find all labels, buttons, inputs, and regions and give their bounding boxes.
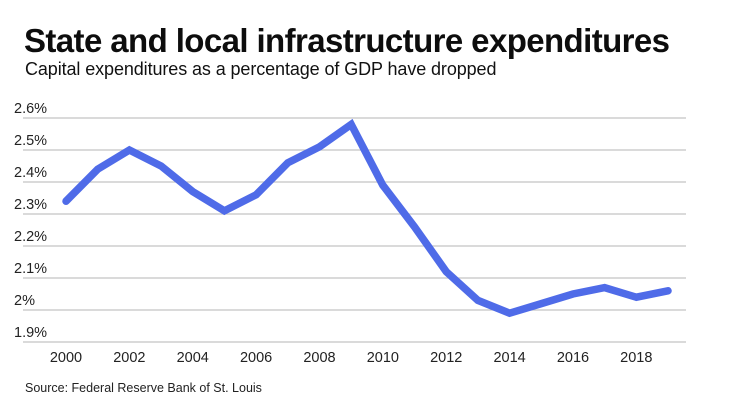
data-point-2011 <box>411 223 418 230</box>
data-point-2001 <box>94 166 101 173</box>
x-tick-label: 2010 <box>367 350 399 366</box>
data-point-2015 <box>538 300 545 307</box>
data-point-2010 <box>379 182 386 189</box>
x-tick-label: 2002 <box>113 350 145 366</box>
y-tick-label: 1.9% <box>14 325 47 341</box>
data-point-2019 <box>664 287 671 294</box>
data-point-2014 <box>506 310 513 317</box>
data-point-2018 <box>633 294 640 301</box>
data-point-2007 <box>284 159 291 166</box>
x-tick-label: 2018 <box>620 350 652 366</box>
gridlines <box>23 117 686 343</box>
x-tick-label: 2006 <box>240 350 272 366</box>
data-point-2006 <box>253 191 260 198</box>
data-point-2003 <box>157 162 164 169</box>
y-tick-label: 2.6% <box>14 101 47 117</box>
y-tick-label: 2.2% <box>14 229 47 245</box>
x-tick-label: 2008 <box>303 350 335 366</box>
x-tick-label: 2016 <box>557 350 589 366</box>
x-tick-label: 2012 <box>430 350 462 366</box>
x-axis-labels: 2000 2002 2004 2006 2008 2010 2012 2014 2016 2018 <box>50 350 653 366</box>
series-layer <box>62 118 672 318</box>
data-point-2017 <box>601 284 608 291</box>
data-point-2013 <box>474 297 481 304</box>
source-note: Source: Federal Reserve Bank of St. Loui… <box>25 381 262 395</box>
data-point-2005 <box>221 207 228 214</box>
y-tick-label: 2% <box>14 293 35 309</box>
x-tick-label: 2004 <box>177 350 209 366</box>
data-point-2009 <box>348 121 355 128</box>
y-tick-label: 2.3% <box>14 197 47 213</box>
chart-subtitle: Capital expenditures as a percentage of … <box>25 59 497 79</box>
data-point-2008 <box>316 143 323 150</box>
y-tick-label: 2.1% <box>14 261 47 277</box>
data-point-2004 <box>189 188 196 195</box>
chart-title: State and local infrastructure expenditu… <box>24 22 670 59</box>
data-point-2012 <box>443 268 450 275</box>
data-point-2002 <box>126 146 133 153</box>
data-point-2000 <box>62 198 69 205</box>
y-tick-label: 2.4% <box>14 165 47 181</box>
x-tick-label: 2000 <box>50 350 82 366</box>
y-axis-labels: 2.6% 2.5% 2.4% 2.3% 2.2% 2.1% 2% 1.9% <box>14 101 47 341</box>
y-tick-label: 2.5% <box>14 133 47 149</box>
data-point-2016 <box>569 290 576 297</box>
x-tick-label: 2014 <box>493 350 525 366</box>
series-line <box>62 118 672 318</box>
